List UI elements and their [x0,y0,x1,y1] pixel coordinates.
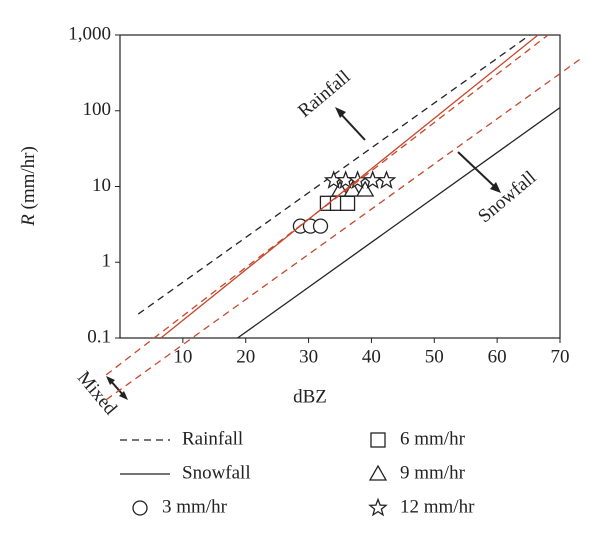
x-tick-label: 40 [362,346,381,367]
legend-label: 9 mm/hr [400,462,466,483]
legend-label: 12 mm/hr [400,496,475,517]
annotation: Mixed [73,368,121,420]
snow-annotation: Snowfall [457,151,540,227]
mixed-annotation: Mixed [73,368,128,420]
x-tick-label: 50 [425,346,444,367]
x-axis-label: dBZ [293,386,327,407]
x-tick-label: 20 [236,346,255,367]
legend-swatch [368,464,388,481]
point [339,195,356,211]
series-line [105,58,581,401]
y-axis-label-var: R [18,214,39,227]
point [356,180,375,197]
legend-label: 6 mm/hr [400,428,466,449]
y-axis-label-unit: (mm/hr) [18,146,39,209]
legend-swatch [368,497,388,517]
y-tick-label: 1,000 [68,23,111,44]
point [312,218,329,234]
x-tick-label: 30 [299,346,318,367]
y-tick-label: 10 [92,175,111,196]
arrow-head [119,391,128,400]
series-line [237,107,561,339]
arrow-head [106,376,115,385]
arrow-head [335,107,346,118]
y-tick-label: 0.1 [87,326,111,347]
x-tick-label: 10 [173,346,192,367]
annotation: Rainfall [294,66,354,121]
y-tick-label: 100 [83,99,112,120]
series-line [160,34,539,339]
arrow [339,112,366,141]
x-tick-label: 60 [488,346,507,367]
rain-annotation: Rainfall [294,66,366,141]
legend-label: Rainfall [182,428,243,449]
legend-swatch [370,432,386,448]
legend-label: Snowfall [182,462,251,483]
y-axis-label: R (mm/hr) [18,146,39,227]
arrow [457,151,496,188]
y-tick-label: 1 [102,251,112,272]
point [376,170,397,189]
legend-label: 3 mm/hr [162,496,228,517]
point [330,180,350,197]
series-line [105,34,549,376]
x-tick-label: 70 [551,346,570,367]
arrow-head [490,182,501,193]
legend-swatch [132,500,148,516]
